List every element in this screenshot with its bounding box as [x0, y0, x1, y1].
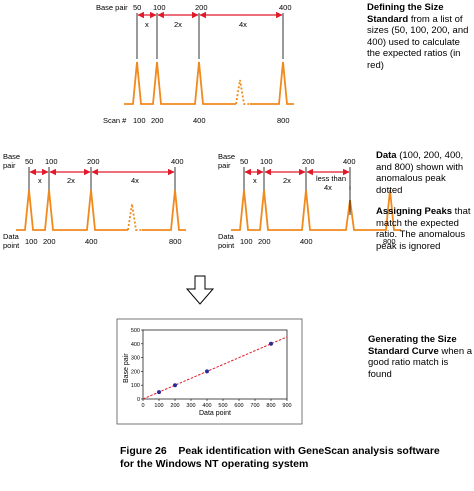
bp-label: 100 — [45, 157, 58, 166]
top-vertical-guides — [136, 13, 284, 59]
ratio-label: 2x — [67, 176, 75, 185]
y-tick-label: 200 — [131, 369, 140, 375]
ratio-label: 4x — [131, 176, 139, 185]
note-title: Data — [376, 150, 397, 161]
note-text: (100, 200, 400, and 800) shown with anom… — [376, 150, 464, 196]
data-point-label: 800 — [383, 237, 396, 246]
scan-label: 200 — [151, 116, 164, 125]
bp-label: 200 — [87, 157, 100, 166]
y-axis-label: Base pair — [123, 352, 130, 383]
plot-area: 0 100 200 300 400 500 600 700 800 900 0 100 200 300 40… — [131, 328, 292, 409]
scan-label: 400 — [193, 116, 206, 125]
x-tick-label: 600 — [234, 403, 243, 409]
bp-label: 400 — [343, 157, 356, 166]
x-tick-label: 700 — [250, 403, 259, 409]
data-label: Data — [3, 232, 19, 241]
note-title: Generating the Size Standard Curve — [368, 334, 457, 357]
data-point — [205, 369, 209, 374]
ratio-label-less-than: less than — [316, 174, 347, 183]
ratio-label: x — [253, 176, 257, 185]
figure-caption: Figure 26 Peak identification with GeneS… — [120, 445, 440, 471]
note-generating-curve: Generating the Size Standard Curve when … — [368, 334, 473, 380]
bp-label: 50 — [240, 157, 249, 166]
note-title: Assigning Peaks — [376, 206, 453, 217]
bp-label: 100 — [260, 157, 273, 166]
bp-label: 400 — [171, 157, 184, 166]
caption-line-2: for the Windows NT operating system — [120, 458, 309, 470]
left-anomalous-peak — [127, 203, 142, 231]
x-axis-label: Data point — [199, 410, 231, 417]
left-vertical-guides — [28, 167, 176, 190]
ratio-label-4x: 4x — [324, 183, 332, 192]
row-label-pair: pair — [218, 161, 231, 170]
data-point-label: 400 — [85, 237, 98, 246]
scan-label: 100 — [133, 116, 146, 125]
down-arrow-icon — [185, 275, 215, 305]
y-tick-label: 300 — [131, 356, 140, 362]
note-title: Defining the Size Standard — [367, 2, 444, 25]
note-text: from a list of sizes (50, 100, 200, and … — [367, 13, 469, 71]
bp-label: 100 — [153, 3, 166, 12]
x-tick-label: 400 — [202, 403, 211, 409]
fit-line — [142, 336, 288, 400]
ratio-label: 2x — [174, 20, 182, 29]
bp-label: 200 — [195, 3, 208, 12]
data-point-label: 200 — [43, 237, 56, 246]
x-tick-label: 500 — [218, 403, 227, 409]
data-point-label: 400 — [300, 237, 313, 246]
x-tick-label: 100 — [154, 403, 163, 409]
note-data: Data (100, 200, 400, and 800) shown with… — [376, 150, 474, 196]
data-point — [173, 383, 177, 388]
ratio-label: 4x — [239, 20, 247, 29]
data-point-label: 100 — [240, 237, 253, 246]
data-point — [157, 390, 161, 395]
data-label: Data — [218, 232, 234, 241]
ratio-label: x — [38, 176, 42, 185]
note-text: that match the expected ratio. The anoma… — [376, 206, 471, 252]
row-label-pair: pair — [3, 161, 16, 170]
left-trace — [16, 189, 186, 231]
note-assigning-peaks: Assigning Peaks that match the expected … — [376, 206, 474, 252]
caption-line-1: Figure 26 Peak identification with GeneS… — [120, 445, 440, 457]
plot-box — [142, 329, 288, 400]
top-trace — [124, 61, 294, 105]
row-label-scan: Scan # — [103, 116, 127, 125]
bp-label: 200 — [302, 157, 315, 166]
y-tick-label: 0 — [137, 397, 140, 403]
chart-frame — [116, 318, 303, 425]
y-tick-label: 500 — [131, 328, 140, 334]
x-tick-label: 200 — [170, 403, 179, 409]
bp-label: 50 — [25, 157, 34, 166]
right-vertical-guides — [243, 167, 351, 190]
top-anomalous-peak — [235, 79, 250, 105]
row-label-base: Base — [3, 152, 21, 161]
right-trace — [231, 189, 401, 231]
note-defining-size-standard: Defining the Size Standard from a list o… — [367, 2, 473, 71]
x-tick-label: 900 — [282, 403, 291, 409]
scan-label: 800 — [277, 116, 290, 125]
y-tick-label: 100 — [131, 383, 140, 389]
data-point-label: 200 — [258, 237, 271, 246]
x-tick-label: 0 — [141, 403, 144, 409]
point-label: point — [218, 241, 235, 250]
x-tick-label: 800 — [266, 403, 275, 409]
ratio-label: 2x — [283, 176, 291, 185]
y-tick-label: 400 — [131, 342, 140, 348]
data-point-label: 800 — [169, 237, 182, 246]
bp-label: 400 — [279, 3, 292, 12]
data-point-label: 100 — [25, 237, 38, 246]
bp-label: 50 — [133, 3, 142, 12]
row-label-base: Base — [218, 152, 236, 161]
row-label-base-pair: Base pair — [96, 3, 128, 12]
point-label: point — [3, 241, 20, 250]
data-point — [269, 341, 273, 346]
ratio-label: x — [145, 20, 149, 29]
x-tick-label: 300 — [186, 403, 195, 409]
note-text: when a good ratio match is found — [368, 345, 473, 380]
